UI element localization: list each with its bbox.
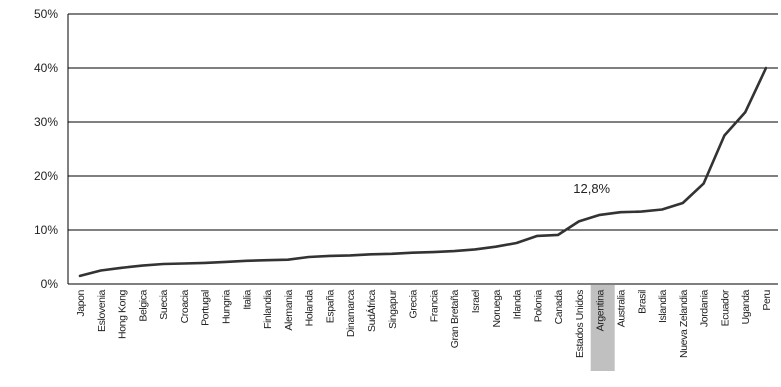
x-tick-label: Nueva Zelandia <box>678 289 690 358</box>
x-tick-label: España <box>324 289 336 323</box>
x-tick-label: Estados Unidos <box>574 290 586 358</box>
x-tick-label: Finlandia <box>262 289 274 329</box>
x-tick-label: Irlanda <box>512 289 524 319</box>
y-tick-label: 30% <box>34 115 58 129</box>
y-tick-label: 20% <box>34 169 58 183</box>
x-tick-label: Belgica <box>137 289 149 321</box>
x-tick-label: Hungria <box>221 289 233 324</box>
highlight-band-argentina <box>590 285 615 371</box>
data-label: 12,8% <box>573 181 610 196</box>
series-line <box>78 66 768 278</box>
x-tick-label: Ecuador <box>719 289 731 326</box>
gridlines <box>67 13 778 285</box>
y-tick-label: 40% <box>34 61 58 75</box>
x-tick-label: Dinamarca <box>345 289 357 337</box>
x-tick-label: Japon <box>75 289 87 316</box>
x-tick-label: Israel <box>470 290 482 313</box>
x-tick-label: Francia <box>428 289 440 322</box>
x-tick-label: Noruega <box>491 289 503 327</box>
x-tick-label: Argentina <box>595 289 607 331</box>
x-tick-label: Islandia <box>657 289 669 323</box>
x-axis-ticks: Japon Eslovenia Hong Kong Belgica Suecia Croa… <box>75 289 773 358</box>
data-labels: 12,8% <box>573 181 610 196</box>
y-tick-label: 50% <box>34 7 58 21</box>
x-tick-label: Uganda <box>740 289 752 324</box>
x-tick-label: Hong Kong <box>117 289 129 339</box>
x-tick-label: Croacia <box>179 289 191 323</box>
x-tick-label: Canada <box>553 289 565 324</box>
x-tick-label: Australia <box>615 289 627 327</box>
x-tick-label: Peru <box>761 289 773 310</box>
y-axis-ticks: 0% 10% 20% 30% 40% 50% <box>34 7 58 291</box>
x-tick-label: Eslovenia <box>96 289 108 331</box>
x-tick-label: Gran Bretaña <box>449 289 461 348</box>
x-tick-label: Alemania <box>283 289 295 330</box>
x-tick-label: Grecia <box>408 289 420 318</box>
x-tick-label: Brasil <box>636 290 648 314</box>
series-polyline <box>78 66 768 278</box>
x-tick-label: Singapur <box>387 289 399 329</box>
y-tick-label: 0% <box>41 277 59 291</box>
x-tick-label: Holanda <box>304 289 316 326</box>
x-tick-label: Suecia <box>158 289 170 319</box>
x-tick-label: Portugal <box>200 290 212 326</box>
x-tick-label: SudÁfrica <box>365 289 378 331</box>
x-tick-label: Jordania <box>699 289 711 327</box>
x-tick-label: Italia <box>241 289 253 309</box>
x-tick-label: Polonia <box>532 289 544 322</box>
y-tick-label: 10% <box>34 223 58 237</box>
